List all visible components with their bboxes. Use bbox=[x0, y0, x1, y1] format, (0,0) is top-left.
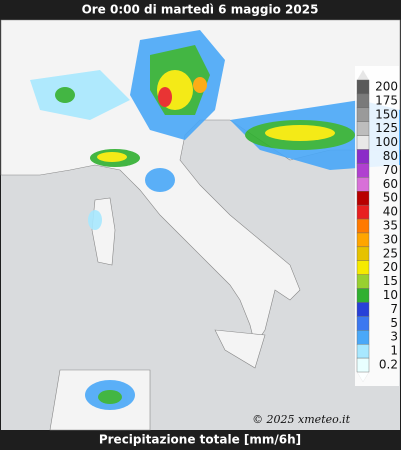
legend-swatch bbox=[356, 330, 370, 345]
legend-swatch bbox=[356, 274, 370, 289]
legend-label: 175 bbox=[375, 93, 398, 107]
legend-swatch bbox=[356, 163, 370, 178]
legend-label: 50 bbox=[383, 191, 398, 205]
legend-label: 70 bbox=[383, 163, 398, 177]
legend-label: 80 bbox=[383, 149, 398, 163]
legend-label: 10 bbox=[383, 288, 398, 302]
legend-label: 0.2 bbox=[379, 358, 398, 372]
legend-swatch bbox=[356, 121, 370, 136]
credit: © 2025 xmeteo.it bbox=[252, 413, 351, 426]
legend-label: 3 bbox=[390, 330, 398, 344]
legend-label: 200 bbox=[375, 79, 398, 93]
legend-swatch bbox=[356, 218, 370, 234]
legend-swatch bbox=[356, 357, 370, 373]
legend: 2001751501251008070605040353025201510753… bbox=[355, 66, 399, 386]
legend-label: 150 bbox=[375, 107, 398, 121]
legend-swatch bbox=[356, 177, 370, 192]
legend-swatch bbox=[356, 79, 370, 95]
legend-label: 7 bbox=[390, 302, 398, 316]
legend-label: 125 bbox=[375, 121, 398, 135]
legend-swatch bbox=[356, 302, 370, 317]
legend-swatch bbox=[356, 149, 370, 164]
sicily bbox=[214, 329, 266, 369]
legend-swatch bbox=[356, 191, 370, 206]
legend-swatch bbox=[356, 260, 370, 275]
legend-label: 25 bbox=[383, 246, 398, 260]
legend-label: 5 bbox=[390, 316, 398, 330]
legend-swatch bbox=[356, 107, 370, 122]
legend-label: 30 bbox=[383, 232, 398, 246]
legend-label: 40 bbox=[383, 205, 398, 219]
legend-swatch bbox=[356, 135, 370, 150]
legend-swatch bbox=[356, 93, 370, 109]
legend-swatch bbox=[356, 316, 370, 331]
legend-label: 20 bbox=[383, 260, 398, 274]
legend-label: 60 bbox=[383, 177, 398, 191]
legend-swatch bbox=[356, 343, 370, 359]
legend-swatch bbox=[356, 288, 370, 303]
legend-swatch bbox=[356, 246, 370, 261]
legend-swatch bbox=[356, 232, 370, 248]
footer-title: Precipitazione totale [mm/6h] bbox=[99, 433, 301, 447]
legend-label: 1 bbox=[390, 344, 398, 358]
legend-label: 100 bbox=[375, 135, 398, 149]
legend-label: 15 bbox=[383, 274, 398, 288]
legend-label: 35 bbox=[383, 219, 398, 233]
title: Ore 0:00 di martedì 6 maggio 2025 bbox=[82, 3, 319, 17]
legend-swatch bbox=[356, 204, 370, 220]
